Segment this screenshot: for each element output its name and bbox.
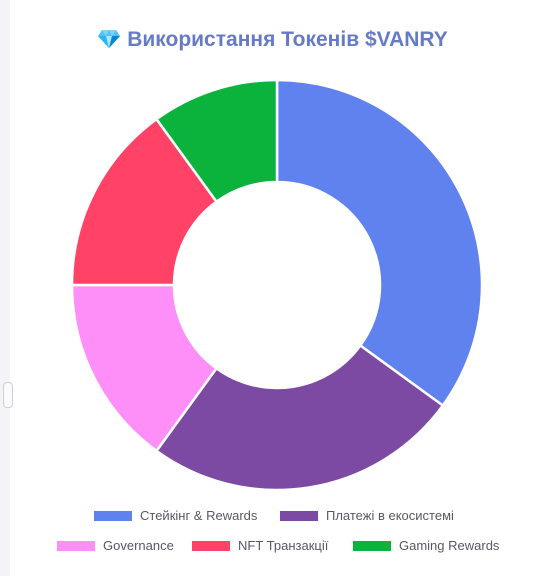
slice-5[interactable] bbox=[154, 78, 279, 204]
legend-label: Governance bbox=[103, 538, 174, 553]
legend-swatch bbox=[192, 540, 230, 551]
legend-label: NFT Транзакції bbox=[238, 538, 329, 553]
gem-icon bbox=[97, 29, 121, 55]
page-left-edge bbox=[0, 0, 10, 576]
slice-3[interactable] bbox=[70, 283, 219, 453]
legend-swatch bbox=[94, 510, 132, 521]
legend-item-4[interactable]: NFT Транзакції bbox=[192, 538, 328, 553]
legend-item-1[interactable]: Стейкінг & Rewards bbox=[94, 508, 257, 523]
legend-label: Стейкінг & Rewards bbox=[140, 508, 258, 523]
legend-item-2[interactable]: Платежі в екосистемі bbox=[280, 508, 454, 523]
legend-item-5[interactable]: Gaming Rewards bbox=[353, 538, 499, 553]
slice-1[interactable] bbox=[275, 78, 484, 408]
chart-title-text: Використання Токенів $VANRY bbox=[127, 28, 448, 51]
chart-title: Використання Токенів $VANRY bbox=[0, 28, 545, 55]
legend-label: Gaming Rewards bbox=[399, 538, 500, 553]
slice-2[interactable] bbox=[154, 343, 445, 492]
scroll-handle[interactable] bbox=[3, 382, 13, 408]
legend-swatch bbox=[57, 540, 95, 551]
legend-swatch bbox=[280, 510, 318, 521]
slice-4[interactable] bbox=[70, 117, 219, 287]
legend-label: Платежі в екосистемі bbox=[326, 508, 454, 523]
legend-item-3[interactable]: Governance bbox=[57, 538, 174, 553]
legend-swatch bbox=[353, 540, 391, 551]
